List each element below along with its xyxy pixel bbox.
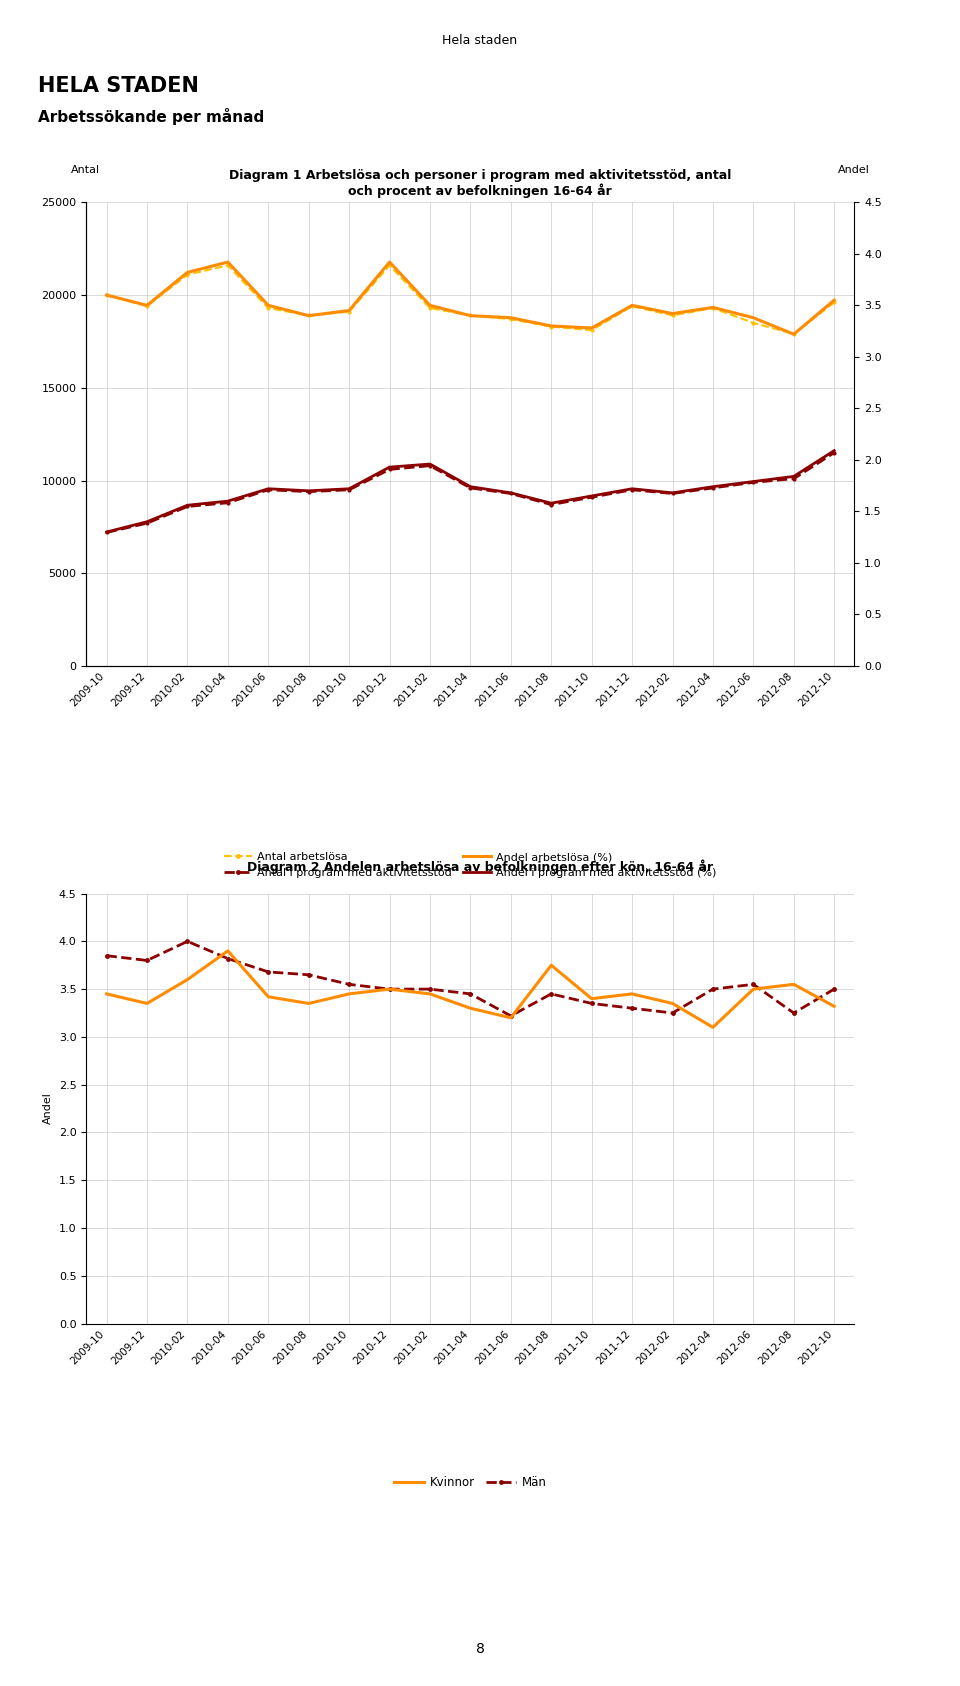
Text: Antal: Antal	[71, 165, 100, 175]
Text: Hela staden: Hela staden	[443, 34, 517, 47]
Text: Diagram 1 Arbetslösa och personer i program med aktivitetsstöd, antal
och procen: Diagram 1 Arbetslösa och personer i prog…	[228, 169, 732, 199]
Text: Andel: Andel	[838, 165, 870, 175]
Y-axis label: Andel: Andel	[43, 1093, 54, 1125]
Text: Arbetssökande per månad: Arbetssökande per månad	[38, 108, 265, 125]
Legend: Kvinnor, Män: Kvinnor, Män	[390, 1472, 551, 1494]
Text: Diagram 2 Andelen arbetslösa av befolkningen efter kön, 16-64 år: Diagram 2 Andelen arbetslösa av befolkni…	[247, 860, 713, 875]
Text: 8: 8	[475, 1642, 485, 1656]
Text: HELA STADEN: HELA STADEN	[38, 76, 200, 96]
Legend: Antal arbetslösa, Antal i program med aktivitetsstöd, Andel arbetslösa (%), Ande: Antal arbetslösa, Antal i program med ak…	[220, 848, 721, 882]
